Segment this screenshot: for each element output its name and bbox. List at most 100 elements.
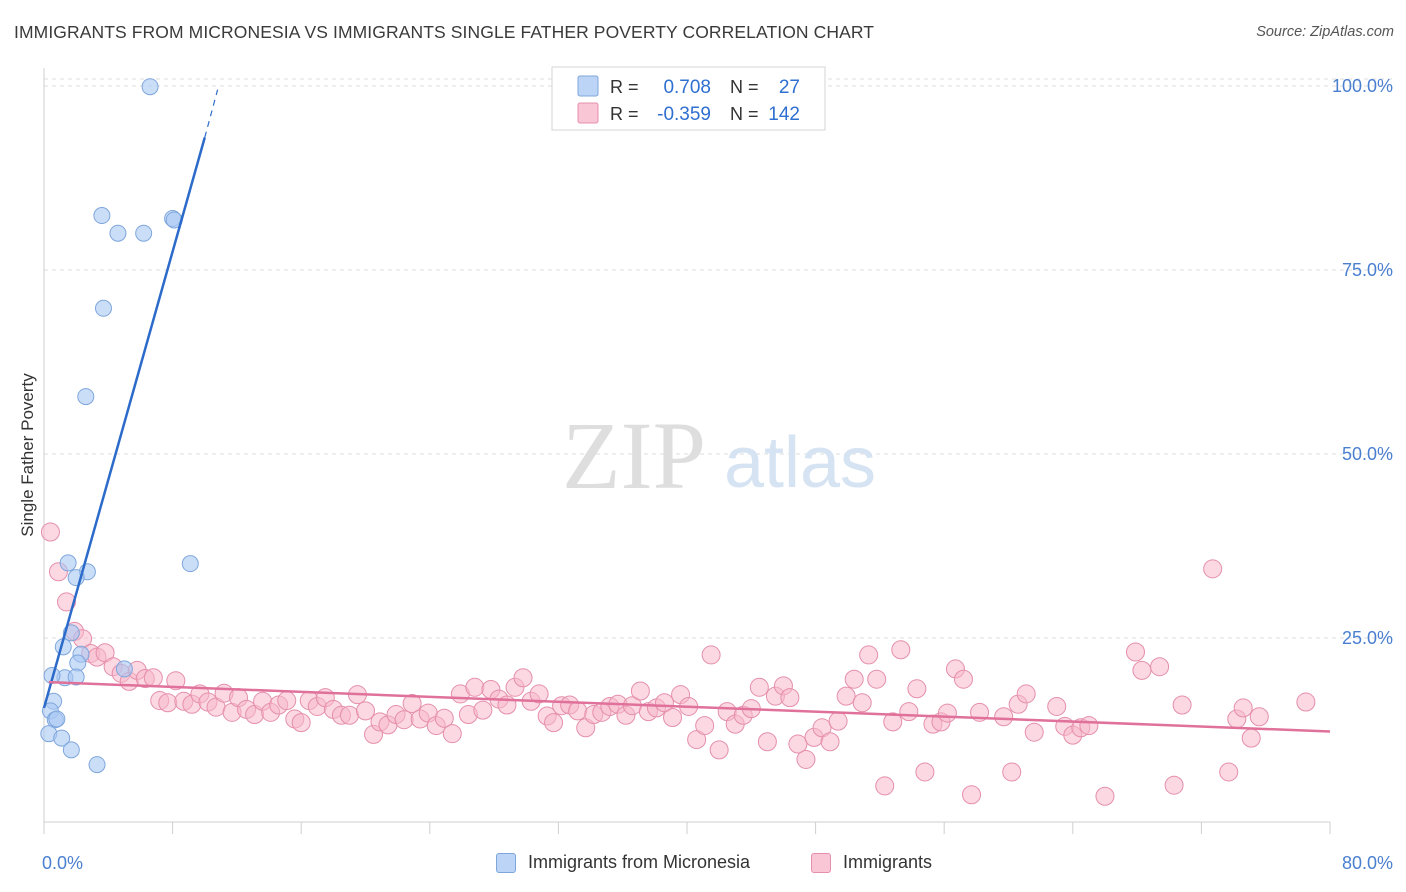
immigrants-point [1132,660,1152,680]
immigrants-point [899,702,919,722]
stats-r-value-1: 0.708 [663,77,711,98]
immigrants-point [1233,698,1253,718]
x-tick-label-max: 80.0% [1342,853,1393,873]
legend-label-micronesia: Immigrants from Micronesia [528,852,751,872]
immigrants-point [434,708,454,728]
immigrants-point [57,592,77,612]
micronesia-point [181,555,199,573]
immigrants-point [1203,559,1223,579]
tick-labels: 25.0% 50.0% 75.0% 100.0% 0.0% 80.0% [42,76,1393,873]
series-legend: Immigrants from Micronesia Immigrants [0,852,1406,878]
immigrants-point [962,785,982,805]
micronesia-trend-line [42,137,206,709]
immigrants-point [1095,786,1115,806]
immigrants-point [1249,707,1269,727]
source-label: Source: ZipAtlas.com [1256,24,1394,40]
immigrants-point [1002,762,1022,782]
immigrants-point [473,700,493,720]
legend-swatch-micronesia [496,852,516,873]
immigrants-point [568,701,588,721]
immigrants-point [1150,657,1170,677]
x-tick-label-min: 0.0% [42,853,83,873]
y-tick-label-100: 100.0% [1332,76,1393,96]
immigrants-point [844,669,864,689]
watermark-zip: ZIP [562,402,706,509]
micronesia-trend-extension [204,89,219,138]
legend-label-immigrants: Immigrants [843,852,933,872]
immigrants-point [780,688,800,708]
micronesia-point [94,299,112,317]
immigrants-point [994,707,1014,727]
stats-swatch-pink [577,102,599,124]
micronesia-point [53,729,71,747]
stats-n-label-2: N = [730,104,759,124]
immigrants-point [915,762,935,782]
immigrants-point [513,668,533,688]
immigrants-point [859,645,879,665]
legend-item-immigrants[interactable]: Immigrants [811,852,932,873]
immigrants-point [701,645,721,665]
immigrants-point [875,776,895,796]
immigrants-point [836,686,856,706]
grid-lines [44,78,1392,639]
immigrants-point [1079,716,1099,736]
immigrants-point [907,679,927,699]
immigrants-point [867,669,887,689]
immigrants-point [442,724,462,744]
immigrants-point [1219,762,1239,782]
micronesia-point [62,741,80,759]
watermark-atlas: atlas [724,423,876,503]
stats-n-label-1: N = [730,77,759,97]
immigrants-point [465,677,485,697]
micronesia-point [141,78,159,96]
immigrants-point [166,671,186,691]
immigrants-point [953,669,973,689]
immigrants-point [937,703,957,723]
immigrants-point [852,693,872,713]
immigrants-point [749,677,769,697]
immigrants-point [695,716,715,736]
immigrants-point [1241,728,1261,748]
immigrants-trend-line [48,680,1331,733]
immigrants-point [630,681,650,701]
immigrants-point [339,705,359,725]
immigrants-point [663,707,683,727]
immigrants-point [709,740,729,760]
stats-r-label-1: R = [610,77,639,97]
immigrants-point [796,749,816,769]
immigrants-point [277,691,297,711]
immigrants-point [1172,695,1192,715]
chart-title: IMMIGRANTS FROM MICRONESIA VS IMMIGRANTS… [14,22,875,42]
y-tick-label-75: 75.0% [1342,260,1393,280]
stats-swatch-blue [577,75,599,97]
micronesia-point [115,660,133,678]
y-tick-label-25: 25.0% [1342,628,1393,648]
stats-legend: R = 0.708 N = 27 R = -0.359 N = 142 [551,66,826,131]
stats-n-value-2: 142 [768,104,800,125]
immigrants-point [788,734,808,754]
micronesia-points [40,78,199,774]
immigrants-point [757,732,777,752]
stats-r-value-2: -0.359 [657,104,711,125]
immigrants-point [1024,722,1044,742]
micronesia-point [67,668,85,686]
legend-item-micronesia[interactable]: Immigrants from Micronesia [496,852,750,873]
immigrants-point [1047,696,1067,716]
immigrants-point [820,732,840,752]
immigrants-point [1296,692,1316,712]
immigrants-point [1016,684,1036,704]
trend-lines [42,89,1331,733]
immigrants-point [40,522,60,542]
micronesia-point [88,756,106,774]
micronesia-point [93,207,111,225]
y-tick-label-50: 50.0% [1342,444,1393,464]
micronesia-point [69,654,87,672]
micronesia-point [109,224,127,242]
stats-n-value-1: 27 [779,77,800,98]
micronesia-point [48,710,66,728]
immigrants-point [158,693,178,713]
immigrants-point [1125,642,1145,662]
legend-swatch-immigrants [811,852,831,873]
immigrants-point [828,711,848,731]
